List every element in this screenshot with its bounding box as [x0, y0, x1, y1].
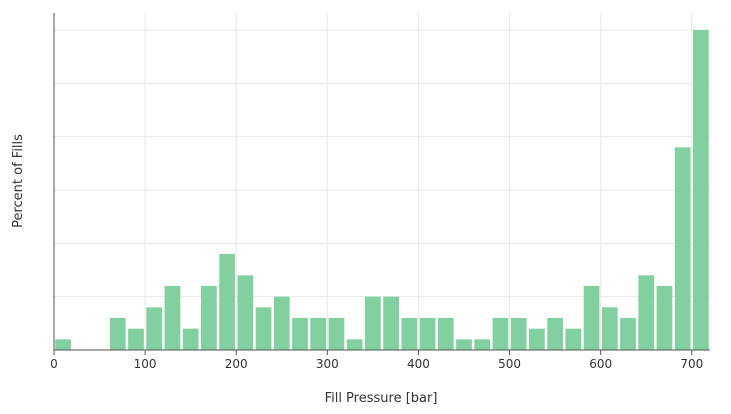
histogram-bar	[273, 296, 290, 350]
histogram-bar	[255, 307, 272, 350]
histogram-bar	[456, 339, 472, 350]
x-tick-label: 100	[134, 357, 157, 371]
histogram-bar	[201, 286, 217, 350]
histogram-bar	[55, 339, 71, 350]
grid-lines	[54, 13, 710, 350]
histogram-bar	[365, 296, 381, 350]
histogram-bar	[583, 286, 600, 350]
histogram-bar	[565, 328, 582, 350]
x-tick-label: 200	[225, 357, 248, 371]
histogram-bar	[510, 318, 527, 350]
bars	[55, 30, 709, 350]
histogram-bar	[310, 318, 327, 350]
x-tick-label: 700	[680, 357, 703, 371]
histogram-bar	[620, 318, 636, 350]
histogram-bar	[693, 30, 709, 350]
x-axis-ticks: 0 100 200 300 400 500 600 700	[50, 350, 703, 371]
histogram-bar	[674, 147, 691, 350]
histogram-bar	[547, 318, 563, 350]
x-tick-label: 300	[316, 357, 339, 371]
histogram-bar	[419, 318, 436, 350]
y-axis-title: Percent of Fills	[11, 134, 26, 228]
histogram-bar	[219, 254, 235, 350]
histogram-bar	[601, 307, 618, 350]
histogram-bar	[474, 339, 491, 350]
histogram-bar	[383, 296, 399, 350]
x-tick-label: 400	[407, 357, 430, 371]
histogram-bar	[492, 318, 509, 350]
histogram-bar	[656, 286, 673, 350]
histogram-bar	[109, 318, 126, 350]
histogram-bar	[237, 275, 254, 350]
histogram-bar	[401, 318, 418, 350]
histogram-bar	[182, 328, 199, 350]
histogram-bar	[128, 328, 144, 350]
histogram-bar	[437, 318, 454, 350]
x-tick-label: 0	[50, 357, 58, 371]
histogram-bar	[146, 307, 163, 350]
x-axis-title: Fill Pressure [bar]	[325, 391, 438, 406]
histogram-bar	[529, 328, 545, 350]
histogram-bar	[292, 318, 308, 350]
x-tick-label: 600	[589, 357, 612, 371]
histogram-bar	[638, 275, 655, 350]
histogram-bar	[346, 339, 363, 350]
histogram-bar	[328, 318, 345, 350]
histogram-bar	[164, 286, 181, 350]
x-tick-label: 500	[498, 357, 521, 371]
